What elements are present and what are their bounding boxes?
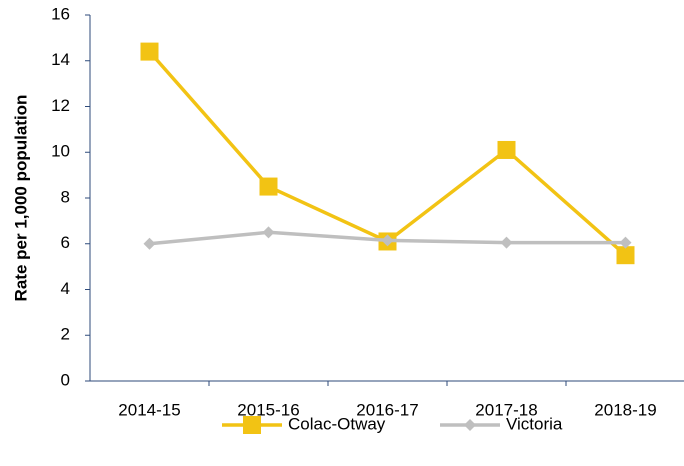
- y-tick-label: 10: [51, 142, 70, 161]
- y-tick-label: 8: [61, 187, 70, 206]
- x-tick-label: 2018-19: [594, 400, 656, 419]
- marker: [497, 140, 516, 159]
- marker: [500, 236, 513, 249]
- x-tick-label: 2016-17: [356, 400, 418, 419]
- legend-item: Colac-Otway: [222, 414, 386, 434]
- legend-label: Victoria: [506, 414, 563, 433]
- marker: [140, 42, 159, 61]
- marker: [143, 237, 156, 250]
- marker: [381, 234, 394, 247]
- y-tick-label: 6: [61, 233, 70, 252]
- marker: [619, 236, 632, 249]
- legend-item: Victoria: [440, 414, 563, 433]
- y-tick-label: 14: [51, 50, 70, 69]
- marker: [262, 226, 275, 239]
- marker: [464, 419, 476, 431]
- y-tick-label: 16: [51, 4, 70, 23]
- y-tick-label: 2: [61, 325, 70, 344]
- x-tick-label: 2017-18: [475, 400, 537, 419]
- x-tick-label: 2014-15: [118, 400, 180, 419]
- y-tick-label: 12: [51, 96, 70, 115]
- y-tick-label: 4: [61, 279, 70, 298]
- marker: [259, 177, 278, 196]
- marker: [243, 416, 261, 434]
- marker: [616, 246, 635, 265]
- legend-label: Colac-Otway: [288, 414, 386, 433]
- series-line: [148, 50, 627, 257]
- y-axis-label: Rate per 1,000 population: [11, 95, 30, 302]
- x-tick-label: 2015-16: [237, 400, 299, 419]
- y-tick-label: 0: [61, 370, 70, 389]
